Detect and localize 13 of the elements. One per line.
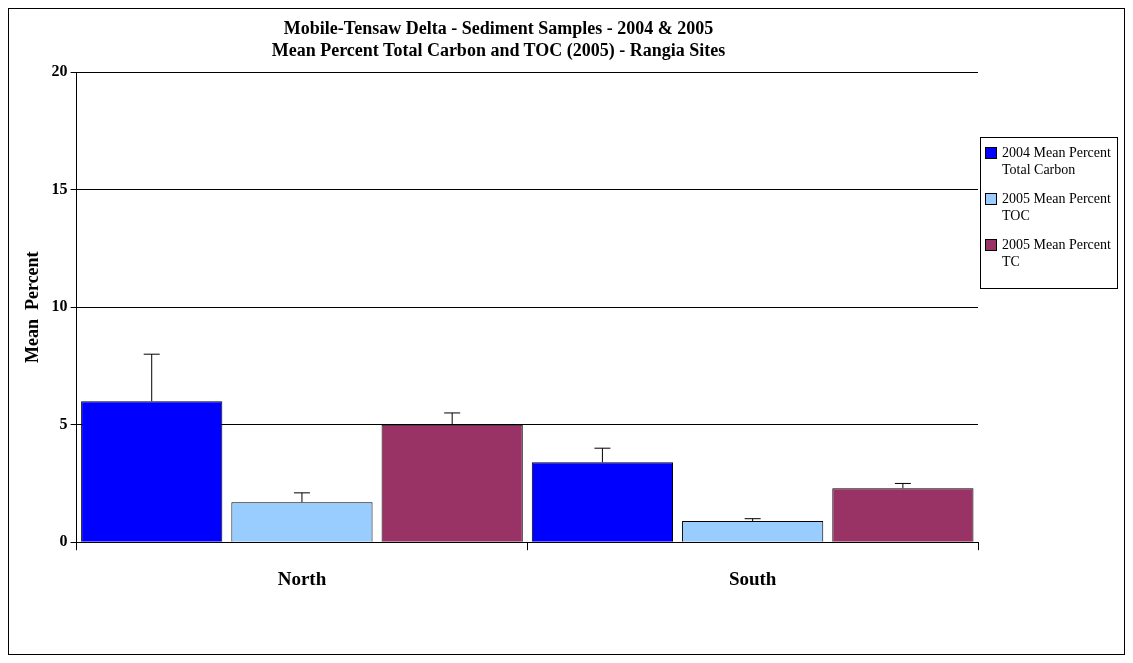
text: Mean Percent Total Carbon and TOC (2005) - Rangia Sites	[271, 40, 726, 61]
y-axis-title: Mean Percent	[22, 251, 43, 364]
y-tick-label: 15	[51, 179, 68, 197]
x-tick-label: North	[277, 567, 327, 589]
legend-label: 2005 Mean Percent TC	[1002, 236, 1112, 270]
y-tick-label: 20	[51, 62, 68, 80]
x-tick-label: South	[728, 567, 777, 589]
y-tick-label: 0	[59, 532, 68, 550]
y-tick-label: 10	[51, 297, 68, 315]
text: Mobile-Tensaw Delta - Sediment Samples - 2004 & 2005	[283, 18, 714, 39]
legend-label: 2005 Mean Percent TOC	[1002, 190, 1112, 224]
legend-label: 2004 Mean Percent Total Carbon	[1002, 144, 1112, 178]
y-tick-label: 5	[59, 414, 68, 432]
